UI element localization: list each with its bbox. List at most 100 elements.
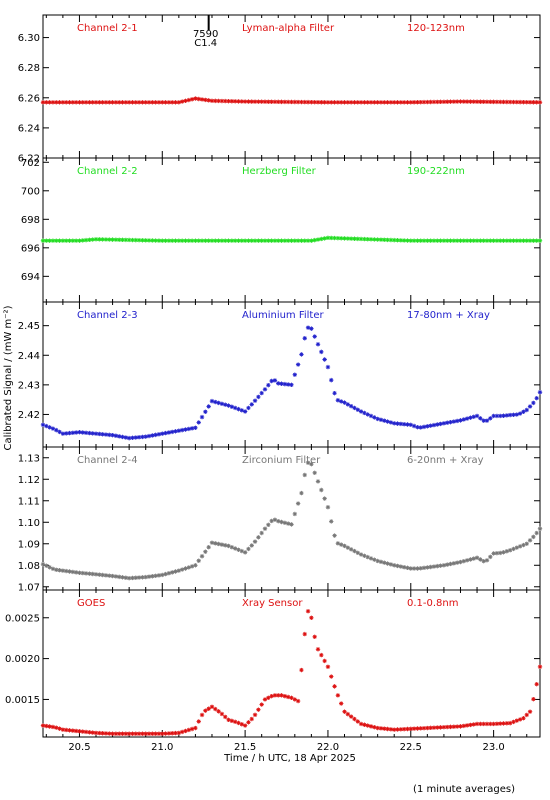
y-tick-label: 2.44 (18, 351, 40, 362)
data-point (355, 719, 360, 724)
data-point (47, 565, 52, 570)
data-point (461, 417, 466, 422)
data-point (504, 99, 510, 105)
data-point (335, 235, 341, 241)
data-point (100, 572, 105, 578)
data-point (242, 99, 248, 104)
data-point (130, 100, 135, 105)
data-point (401, 238, 407, 243)
data-point (206, 404, 211, 409)
x-axis-label: Time / h UTC, 18 Apr 2025 (223, 753, 356, 764)
data-point (47, 425, 52, 430)
data-point (67, 728, 72, 733)
data-point (60, 100, 66, 105)
data-point (259, 99, 264, 104)
data-point (312, 634, 317, 640)
data-point (140, 575, 145, 580)
panel-channel-label: GOES (77, 598, 105, 609)
data-point (352, 100, 357, 105)
data-point (80, 100, 85, 105)
data-point (176, 568, 182, 573)
data-point (471, 722, 476, 727)
data-point (411, 726, 417, 731)
data-point (140, 238, 145, 243)
data-point (226, 543, 231, 549)
data-point (140, 731, 145, 736)
data-point (262, 526, 268, 531)
data-point (196, 96, 201, 102)
data-point (517, 238, 523, 243)
y-tick-label: 1.08 (18, 561, 40, 572)
data-point (156, 432, 162, 437)
x-tick-label: 21.0 (151, 742, 173, 753)
data-point (163, 571, 168, 577)
data-point (305, 238, 311, 243)
data-point (395, 238, 400, 243)
data-point (107, 731, 112, 736)
data-point (342, 236, 347, 241)
data-point (249, 238, 254, 243)
data-point (189, 726, 195, 732)
series-points (40, 96, 543, 105)
data-point (531, 534, 536, 540)
data-point (464, 416, 470, 421)
data-point (117, 100, 122, 105)
data-point (445, 99, 450, 104)
data-point (382, 726, 387, 731)
data-point (272, 378, 278, 383)
data-point (282, 238, 288, 243)
data-point (269, 693, 274, 699)
data-point (183, 238, 188, 243)
data-point (345, 545, 351, 550)
data-point (276, 381, 281, 386)
y-tick-label: 6.28 (18, 63, 40, 74)
y-tick-label: 1.10 (18, 518, 40, 529)
data-point (408, 726, 413, 732)
y-tick-label: 1.12 (18, 475, 40, 486)
data-point (514, 718, 520, 723)
data-point (292, 372, 298, 377)
data-point (524, 99, 529, 105)
data-point (93, 100, 99, 105)
data-point (133, 237, 138, 243)
data-point (441, 421, 447, 426)
data-point (537, 664, 543, 669)
data-point (130, 575, 135, 581)
data-point (279, 381, 284, 386)
data-point (408, 422, 413, 428)
data-point (213, 238, 218, 243)
data-point (471, 556, 476, 561)
data-point (478, 721, 483, 727)
data-point (60, 431, 66, 436)
data-point (282, 381, 288, 387)
data-point (441, 238, 447, 243)
data-point (368, 724, 374, 729)
data-point (335, 693, 341, 698)
data-point (382, 418, 387, 423)
data-point (269, 99, 274, 104)
data-point (527, 709, 533, 714)
data-point (375, 237, 380, 242)
data-point (438, 421, 443, 427)
data-point (123, 731, 129, 736)
data-point (126, 435, 132, 441)
data-point (421, 238, 427, 243)
data-point (54, 567, 59, 572)
data-point (431, 422, 437, 428)
data-point (242, 409, 248, 414)
data-point (375, 100, 380, 105)
data-point (468, 99, 473, 104)
data-point (345, 100, 351, 105)
data-point (392, 100, 397, 105)
data-point (474, 555, 480, 560)
data-point (57, 568, 62, 573)
y-tick-label: 6.24 (18, 123, 40, 134)
data-point (501, 99, 506, 105)
data-point (133, 731, 138, 736)
panel-4: 1.07 1.08 1.09 1.10 1.11 1.12 1.13 Channel 2-4 Z… (18, 446, 543, 593)
data-point (478, 416, 483, 421)
data-point (332, 100, 337, 105)
data-point (411, 566, 417, 571)
data-point (170, 570, 175, 575)
data-point (123, 100, 129, 105)
